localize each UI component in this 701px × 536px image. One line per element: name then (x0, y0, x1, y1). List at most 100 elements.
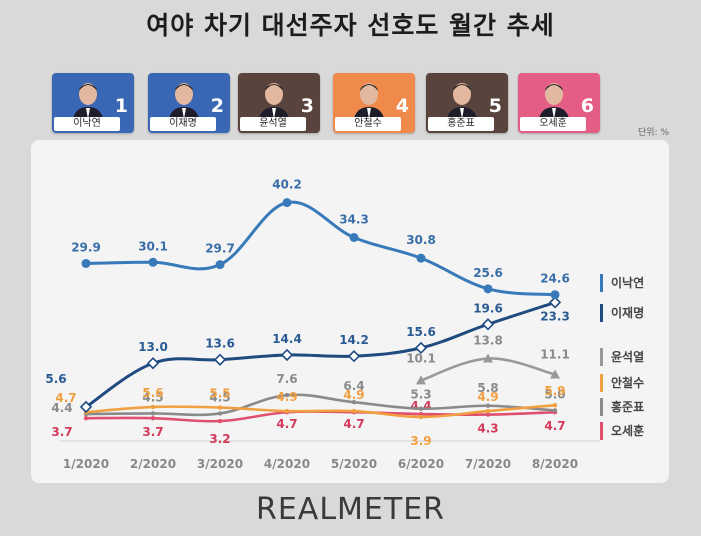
data-label: 3.7 (142, 425, 163, 439)
data-point (83, 415, 89, 421)
data-point (284, 408, 290, 414)
data-label: 4.9 (276, 390, 297, 404)
data-label: 4.5 (142, 390, 163, 404)
data-point (351, 408, 357, 414)
data-point (418, 406, 424, 411)
data-point (483, 284, 493, 294)
series-line (84, 403, 557, 419)
data-label: 4.9 (477, 390, 498, 404)
data-point (215, 260, 225, 270)
legend-label: 윤석열 (611, 349, 644, 364)
data-label: 6.4 (343, 379, 364, 393)
data-label: 14.2 (339, 333, 369, 347)
data-label: 10.1 (406, 351, 436, 365)
data-point (550, 369, 560, 379)
candidate-name: 이낙연 (54, 117, 120, 131)
data-point (284, 392, 290, 398)
candidate-number: 5 (488, 95, 502, 117)
data-label: 3.9 (410, 434, 431, 448)
data-point (548, 296, 562, 309)
legend-swatch (600, 398, 603, 416)
legend-swatch (600, 304, 603, 322)
data-point (146, 357, 160, 370)
candidate-cards: 1 이낙연 2 이재명 3 윤석열 4 안철수 5 홍준표 6 오세훈 (0, 73, 701, 135)
x-tick-label: 7/2020 (465, 457, 511, 471)
candidate-card-5: 5 홍준표 (426, 73, 508, 133)
candidate-number: 3 (300, 95, 314, 117)
x-tick-label: 5/2020 (331, 457, 377, 471)
data-point (150, 415, 156, 421)
data-label: 25.6 (473, 266, 503, 280)
legend-label: 오세훈 (611, 423, 644, 438)
data-point (282, 198, 292, 208)
series-line (84, 393, 557, 417)
legend-label: 안철수 (611, 375, 644, 390)
data-point (418, 414, 424, 420)
data-label: 15.6 (406, 325, 436, 339)
data-label: 30.1 (138, 239, 168, 253)
candidate-number: 1 (114, 95, 128, 117)
data-label: 11.1 (540, 347, 570, 361)
candidate-name: 안철수 (335, 117, 401, 131)
data-label: 24.6 (540, 272, 570, 286)
candidate-name: 이재명 (150, 117, 216, 131)
data-label: 34.3 (339, 212, 369, 226)
candidate-card-3: 3 윤석열 (238, 73, 320, 133)
data-label: 4.3 (477, 422, 498, 436)
data-label: 4.5 (209, 390, 230, 404)
x-tick-label: 6/2020 (398, 457, 444, 471)
data-point (552, 402, 558, 408)
data-label: 5.9 (544, 384, 565, 398)
data-label: 4.7 (55, 391, 76, 405)
data-point (217, 411, 223, 416)
data-point (485, 403, 491, 408)
data-point (485, 408, 491, 414)
x-tick-label: 1/2020 (63, 457, 109, 471)
data-label: 5.5 (209, 387, 230, 401)
data-label: 13.0 (138, 340, 168, 354)
data-point (483, 353, 493, 363)
data-point (148, 257, 158, 267)
data-label: 4.4 (51, 401, 72, 415)
data-label: 4.7 (343, 417, 364, 431)
data-label: 40.2 (272, 178, 302, 192)
data-label: 5.3 (410, 388, 431, 402)
unit-label: 단위: % (637, 128, 669, 138)
data-point (552, 408, 558, 413)
candidate-card-4: 4 안철수 (333, 73, 415, 133)
legend-swatch (600, 374, 603, 392)
data-label: 5.6 (45, 372, 66, 386)
data-point (347, 350, 361, 363)
data-label: 5.0 (544, 387, 565, 401)
data-label: 5.6 (142, 386, 163, 400)
legend-label: 이재명 (611, 305, 644, 320)
candidate-card-6: 6 오세훈 (518, 73, 600, 133)
data-label: 13.8 (473, 334, 503, 348)
data-point (150, 404, 156, 410)
data-point (150, 411, 156, 416)
data-point (79, 400, 93, 414)
legend-swatch (600, 348, 603, 366)
data-label: 13.6 (205, 337, 235, 351)
data-label: 4.9 (343, 388, 364, 402)
data-point (481, 318, 495, 331)
legend-label: 홍준표 (611, 399, 644, 414)
data-label: 7.6 (276, 372, 297, 386)
data-point (416, 375, 426, 385)
candidate-card-2: 2 이재명 (148, 73, 230, 133)
data-point (81, 258, 91, 268)
candidate-number: 6 (580, 95, 594, 117)
data-point (280, 348, 294, 362)
data-point (416, 253, 426, 263)
brand-logo: REALMETER (256, 492, 445, 527)
data-point (213, 353, 227, 366)
legend-swatch (600, 422, 603, 440)
data-point (351, 400, 357, 405)
candidate-number: 2 (210, 95, 224, 117)
x-tick-label: 8/2020 (532, 457, 578, 471)
data-label: 3.7 (51, 425, 72, 439)
data-label: 5.8 (477, 381, 498, 395)
chart-title: 여야 차기 대선주자 선호도 월간 추세 (146, 11, 555, 40)
candidate-name: 윤석열 (240, 117, 306, 131)
